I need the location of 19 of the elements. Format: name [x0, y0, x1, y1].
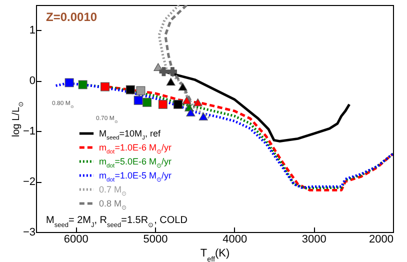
legend-label: m$_{dot}$=1.0E-6 M$_{⊙}$/yr [99, 142, 172, 156]
y-tick-label: −2 [22, 176, 36, 188]
y-tick-label: −3 [22, 226, 36, 238]
x-axis-title: T$_{eff}$(K) [200, 248, 230, 262]
legend-label: M$_{seed}$=10M$_{J}$, ref [99, 128, 162, 142]
x-tick-label: 6000 [64, 234, 88, 246]
x-tick-label: 5000 [143, 234, 168, 246]
annotation: Z=0.0010 [46, 10, 98, 24]
y-tick-label: 0 [29, 75, 36, 88]
text: M$_{seed}$= 2M$_{J}$, R$_{seed}$=1.5R$_{⊙}$, COLD [46, 215, 188, 228]
x-tick-label: 3000 [302, 234, 326, 246]
legend-label: 0.7 M$_{⊙}$ [99, 184, 127, 198]
x-tick-label: 2000 [369, 234, 394, 246]
x-tick-label: 4000 [222, 234, 248, 246]
legend-label: m$_{dot}$=5.0E-6 M$_{⊙}$/yr [99, 156, 172, 170]
y-tick-label: −1 [22, 126, 36, 138]
y-tick-label: 1 [29, 24, 36, 37]
legend-label: m$_{dot}$=1.0E-5 M$_{⊙}$/yr [99, 170, 172, 184]
legend-label: 0.8 M$_{⊙}$ [99, 198, 127, 212]
